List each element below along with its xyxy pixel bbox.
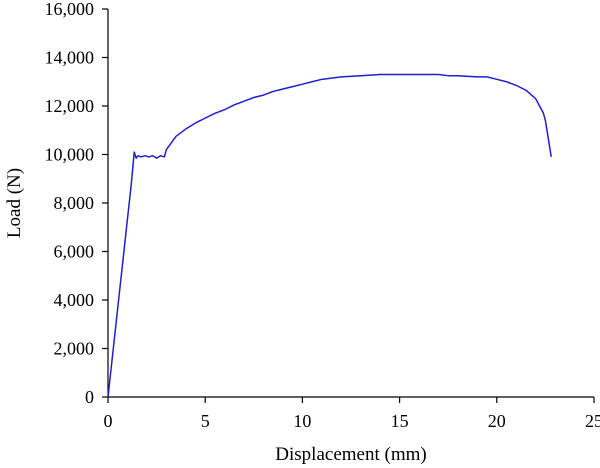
y-tick-label: 16,000 <box>45 0 95 19</box>
x-tick-label: 10 <box>293 411 311 431</box>
y-tick-label: 0 <box>85 387 94 407</box>
x-tick-label: 25 <box>585 411 600 431</box>
y-tick-label: 6,000 <box>54 242 95 262</box>
x-axis: 0 5 10 15 20 25 <box>104 396 600 431</box>
y-tick-label: 14,000 <box>45 48 95 68</box>
y-tick-label: 2,000 <box>54 339 95 359</box>
y-axis: 0 2,000 4,000 6,000 8,000 10,000 12,000 14,000 1… <box>45 0 109 407</box>
y-tick-label: 8,000 <box>54 193 95 213</box>
y-tick-label: 10,000 <box>45 145 95 165</box>
y-tick-label: 4,000 <box>54 290 95 310</box>
x-tick-label: 20 <box>488 411 506 431</box>
x-tick-label: 15 <box>391 411 409 431</box>
x-tick-group: 0 5 10 15 20 25 <box>104 397 600 431</box>
x-tick-label: 0 <box>104 411 113 431</box>
x-axis-title: Displacement (mm) <box>275 444 426 465</box>
series-group <box>107 73 552 398</box>
y-tick-label: 12,000 <box>45 96 95 116</box>
y-axis-title: Load (N) <box>4 168 25 238</box>
load-curve-line <box>107 73 552 398</box>
x-tick-label: 5 <box>201 411 210 431</box>
y-tick-group: 0 2,000 4,000 6,000 8,000 10,000 12,000 14,000 1… <box>45 0 108 407</box>
